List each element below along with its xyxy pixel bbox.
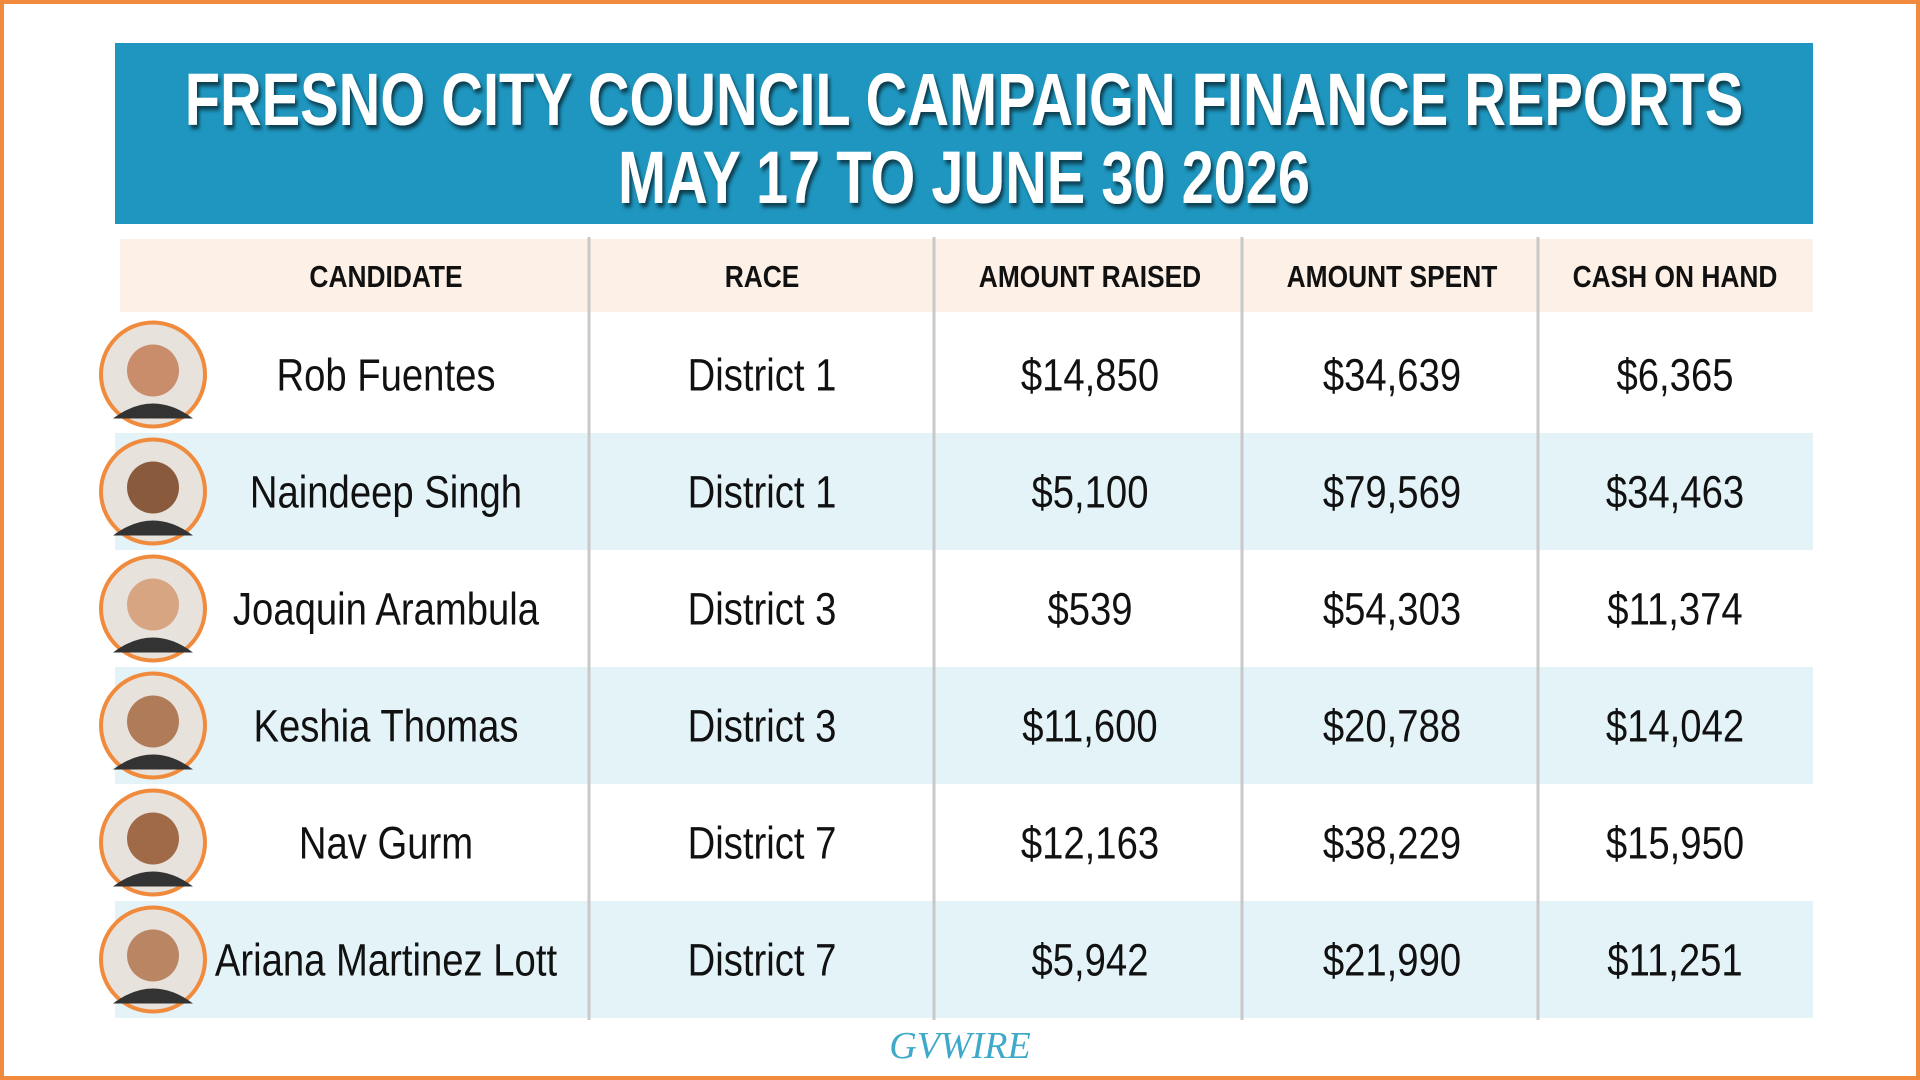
cell: $15,950 xyxy=(1606,818,1744,869)
column-header: CASH ON HAND xyxy=(1573,260,1778,294)
column-header: AMOUNT SPENT xyxy=(1287,260,1498,294)
cell: $54,303 xyxy=(1323,584,1461,635)
cell: Rob Fuentes xyxy=(277,350,496,401)
avatar-shoulders xyxy=(113,754,193,770)
row-shade xyxy=(115,901,1813,1018)
avatar-shoulders xyxy=(113,637,193,653)
avatar-face xyxy=(127,578,179,631)
avatar-shoulders xyxy=(113,520,193,536)
cell: $79,569 xyxy=(1323,467,1461,518)
cell: $5,100 xyxy=(1032,467,1149,518)
cell: District 1 xyxy=(688,467,837,518)
avatar-face xyxy=(127,812,179,865)
cell: $6,365 xyxy=(1617,350,1734,401)
cell: District 3 xyxy=(688,701,837,752)
cell: $34,463 xyxy=(1606,467,1744,518)
cell: District 7 xyxy=(688,818,837,869)
column-header: AMOUNT RAISED xyxy=(979,260,1201,294)
cell: $11,374 xyxy=(1607,584,1742,635)
cell: $21,990 xyxy=(1323,935,1461,986)
cell: $11,251 xyxy=(1607,935,1742,986)
avatar-face xyxy=(127,929,179,982)
title-line: FRESNO CITY COUNCIL CAMPAIGN FINANCE REP… xyxy=(185,59,1743,142)
avatar-shoulders xyxy=(113,871,193,887)
logo: GVWIRE xyxy=(889,1025,1030,1067)
cell: District 1 xyxy=(688,350,837,401)
header-band xyxy=(115,43,1813,224)
table: CANDIDATE RACE AMOUNT RAISED AMOUNT SPENT CA… xyxy=(99,237,1813,1020)
row-shade xyxy=(115,433,1813,550)
avatar-shoulders xyxy=(113,403,193,419)
cell: District 7 xyxy=(688,935,837,986)
column-header-band xyxy=(120,239,1813,312)
cell: Keshia Thomas xyxy=(254,701,519,752)
cell: Nav Gurm xyxy=(299,818,473,869)
cell: $14,042 xyxy=(1606,701,1744,752)
cell: Joaquin Arambula xyxy=(233,584,540,635)
cell: $12,163 xyxy=(1021,818,1159,869)
column-header: RACE xyxy=(725,260,800,294)
column-header: CANDIDATE xyxy=(309,260,462,294)
avatar-face xyxy=(127,461,179,514)
avatar-face xyxy=(127,344,179,397)
cell: $5,942 xyxy=(1032,935,1149,986)
cell: $20,788 xyxy=(1323,701,1461,752)
cell: $11,600 xyxy=(1022,701,1157,752)
avatar-face xyxy=(127,695,179,748)
cell: Naindeep Singh xyxy=(250,467,522,518)
cell: District 3 xyxy=(688,584,837,635)
row-shade xyxy=(115,667,1813,784)
avatar-shoulders xyxy=(113,988,193,1004)
cell: $34,639 xyxy=(1323,350,1461,401)
cell: Ariana Martinez Lott xyxy=(215,935,558,986)
title-line: MAY 17 TO JUNE 30 2026 xyxy=(618,137,1310,220)
cell: $14,850 xyxy=(1021,350,1159,401)
cell: $539 xyxy=(1047,584,1132,635)
title: FRESNO CITY COUNCIL CAMPAIGN FINANCE REP… xyxy=(185,59,1743,220)
cell: $38,229 xyxy=(1323,818,1461,869)
